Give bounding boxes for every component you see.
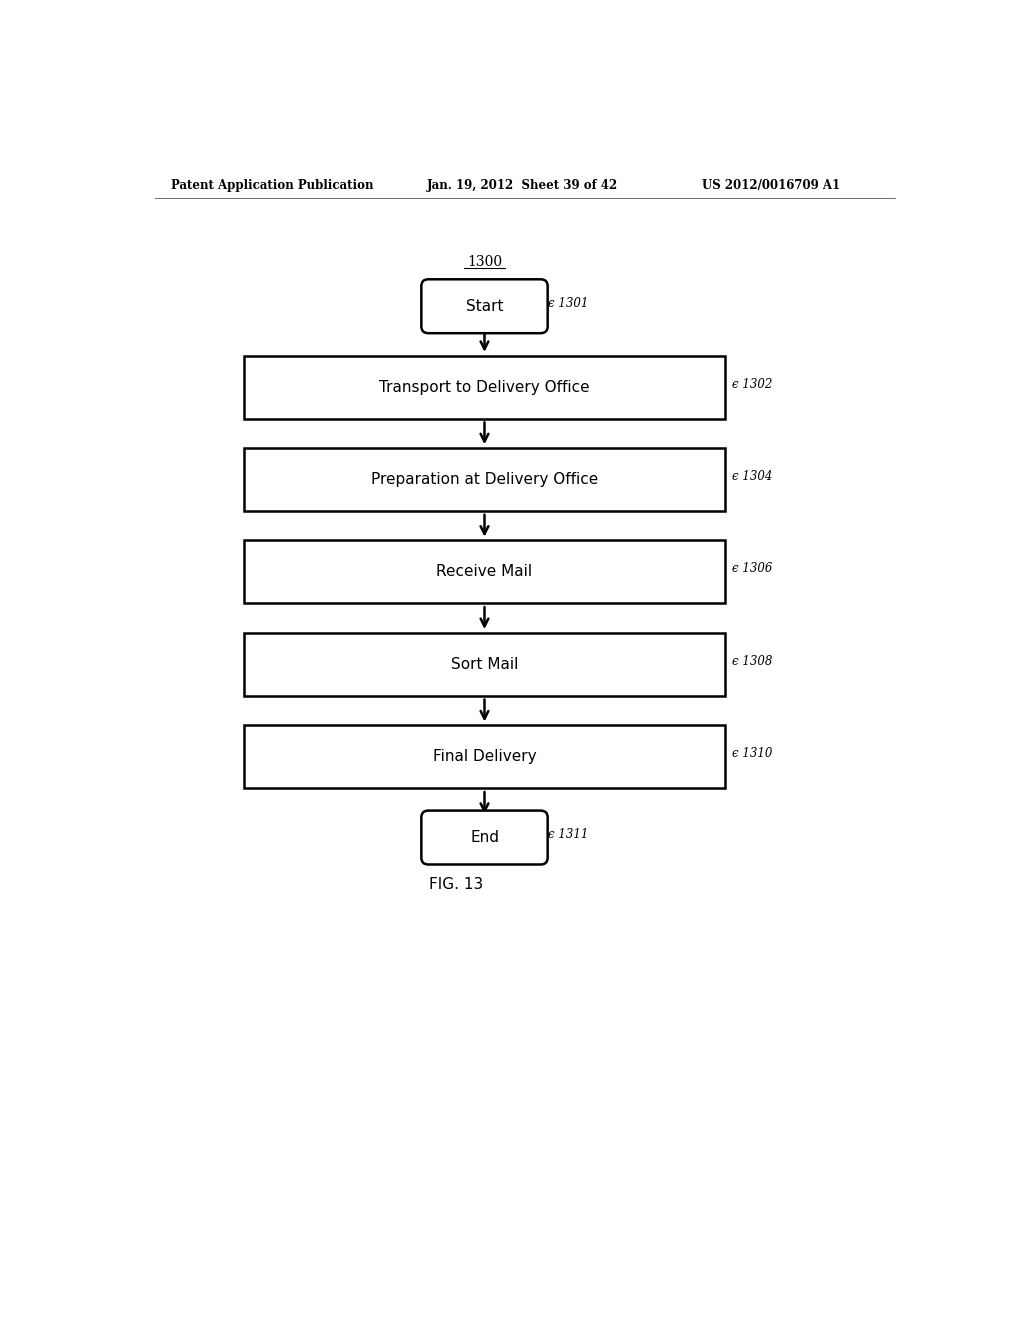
Text: Preparation at Delivery Office: Preparation at Delivery Office [371,473,598,487]
FancyBboxPatch shape [245,540,725,603]
Text: ϵ 1306: ϵ 1306 [732,562,773,576]
Text: Receive Mail: Receive Mail [436,565,532,579]
FancyBboxPatch shape [421,280,548,333]
Text: 1300: 1300 [467,255,502,269]
Text: ϵ 1310: ϵ 1310 [732,747,773,760]
Text: ϵ 1301: ϵ 1301 [549,297,589,310]
Text: ϵ 1308: ϵ 1308 [732,655,773,668]
Text: Start: Start [466,298,503,314]
FancyBboxPatch shape [245,447,725,511]
FancyBboxPatch shape [245,725,725,788]
Text: ϵ 1304: ϵ 1304 [732,470,773,483]
Text: Sort Mail: Sort Mail [451,657,518,672]
Text: Final Delivery: Final Delivery [433,750,537,764]
Text: Jan. 19, 2012  Sheet 39 of 42: Jan. 19, 2012 Sheet 39 of 42 [426,178,617,191]
Text: US 2012/0016709 A1: US 2012/0016709 A1 [701,178,840,191]
Text: End: End [470,830,499,845]
Text: FIG. 13: FIG. 13 [429,876,483,892]
Text: ϵ 1311: ϵ 1311 [549,828,589,841]
Text: Patent Application Publication: Patent Application Publication [171,178,373,191]
Text: Transport to Delivery Office: Transport to Delivery Office [379,380,590,395]
Text: ϵ 1302: ϵ 1302 [732,378,773,391]
FancyBboxPatch shape [245,632,725,696]
FancyBboxPatch shape [421,810,548,865]
FancyBboxPatch shape [245,355,725,418]
